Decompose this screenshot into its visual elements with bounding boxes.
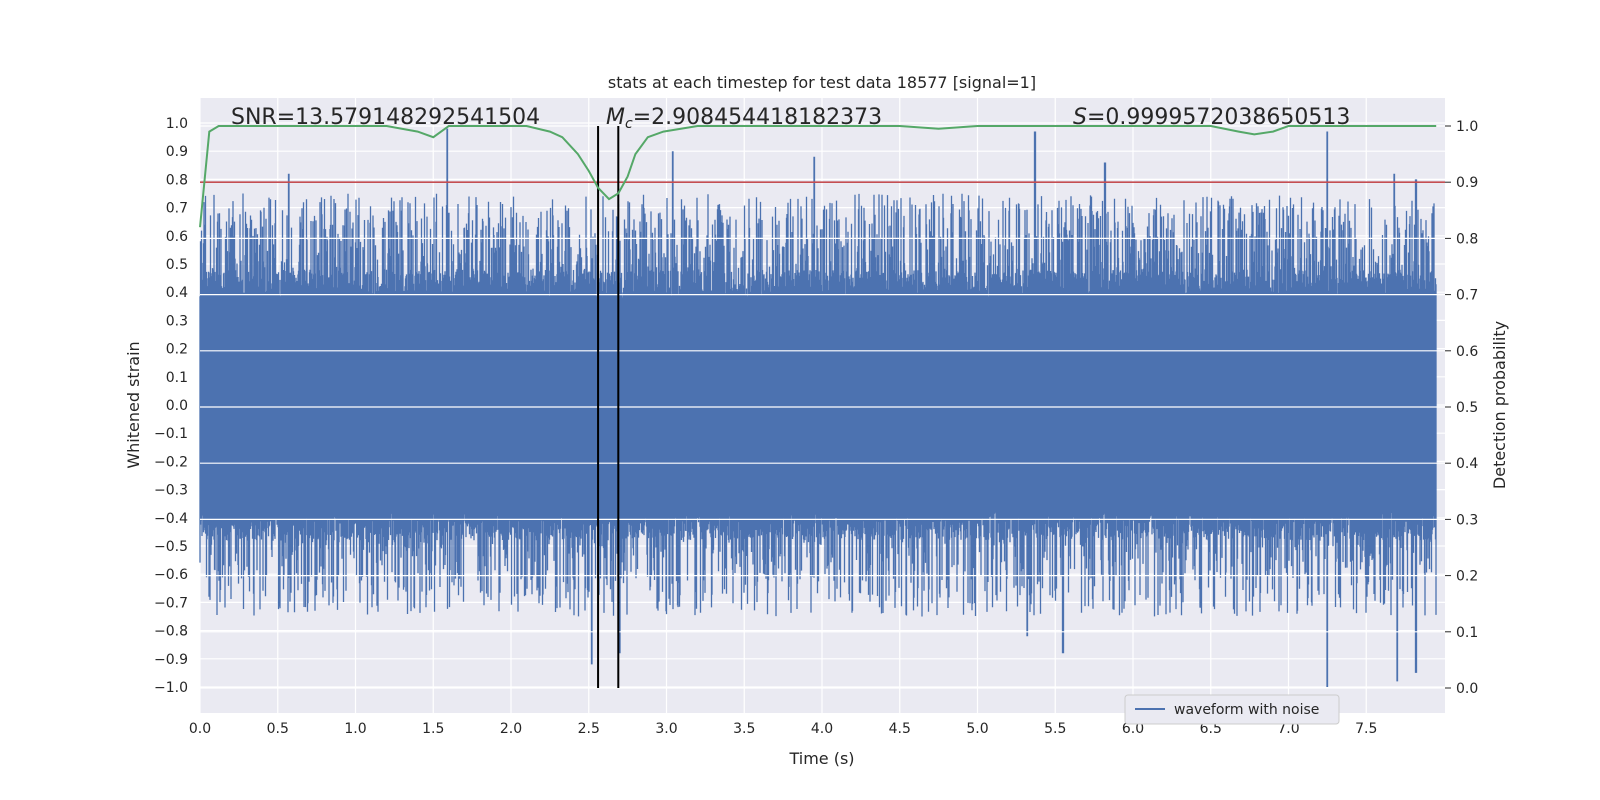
y2-axis-label: Detection probability [1490, 321, 1509, 489]
s-symbol: S [1073, 105, 1087, 130]
y-tick-label: 0.6 [166, 229, 188, 245]
y-tick-label: 0.1 [166, 370, 188, 386]
y2-tick-label: 0.5 [1456, 400, 1478, 416]
x-tick-label: 6.5 [1200, 721, 1222, 737]
y-tick-label: 0.8 [166, 172, 188, 188]
y-tick-label: 0.9 [166, 144, 188, 160]
y-axis-label: Whitened strain [124, 341, 143, 468]
legend-label: waveform with noise [1174, 702, 1319, 718]
y-tick-label: −0.3 [154, 483, 188, 499]
x-tick-label: 6.0 [1122, 721, 1144, 737]
y-tick-label: −0.2 [154, 454, 188, 470]
y-tick-label: 0.7 [166, 201, 188, 217]
y-tick-label: −0.4 [154, 511, 188, 527]
x-tick-label: 4.0 [811, 721, 833, 737]
y2-tick-label: 0.4 [1456, 456, 1478, 472]
chart-title: stats at each timestep for test data 185… [608, 73, 1036, 92]
x-tick-label: 4.5 [889, 721, 911, 737]
y2-axis-ticks: 1.0 0.9 0.8 0.7 0.6 0.5 0.4 0.3 0.2 0.1 0.0 [1445, 119, 1478, 697]
y-tick-label: −0.5 [154, 539, 188, 555]
chirp-mass-subscript: c [625, 116, 633, 132]
probability-line [199, 125, 1437, 228]
x-axis-label: Time (s) [788, 749, 854, 768]
x-tick-label: 0.0 [189, 721, 211, 737]
x-tick-label: 2.0 [500, 721, 522, 737]
x-tick-label: 2.5 [578, 721, 600, 737]
y-tick-label: 0.3 [166, 313, 188, 329]
y2-tick-label: 0.3 [1456, 512, 1478, 528]
y2-tick-label: 0.7 [1456, 288, 1478, 304]
chirp-mass-annotation: Mc=2.908454418182373 [606, 105, 882, 132]
x-tick-label: 5.5 [1044, 721, 1066, 737]
x-tick-label: 0.5 [267, 721, 289, 737]
y-tick-label: 0.5 [166, 257, 188, 273]
detection-probability-series [199, 125, 1437, 228]
vertical-markers [597, 126, 620, 688]
waveform-series [199, 128, 1437, 687]
y-tick-label: −0.6 [154, 567, 188, 583]
chirp-mass-value: =2.908454418182373 [633, 105, 882, 130]
y2-tick-label: 0.9 [1456, 175, 1478, 191]
x-axis-ticks: 0.0 0.5 1.0 1.5 2.0 2.5 3.0 3.5 4.0 4.5 5.0 5.5 6.0 6… [189, 721, 1378, 737]
y2-tick-label: 0.6 [1456, 344, 1478, 360]
y-tick-label: −1.0 [154, 680, 188, 696]
snr-annotation: SNR=13.579148292541504 [231, 105, 540, 130]
s-value: =0.9999572038650513 [1087, 105, 1350, 130]
y2-tick-label: 0.1 [1456, 625, 1478, 641]
y-tick-label: 0.0 [166, 398, 188, 414]
s-annotation: S=0.9999572038650513 [1073, 105, 1350, 130]
y-tick-label: −0.9 [154, 652, 188, 668]
y-tick-label: 0.4 [166, 285, 188, 301]
x-tick-label: 1.5 [422, 721, 444, 737]
y2-tick-label: 0.2 [1456, 569, 1478, 585]
legend-box [1124, 694, 1340, 725]
y-tick-label: 1.0 [166, 116, 188, 132]
waveform-line [199, 128, 1437, 687]
x-tick-label: 1.0 [344, 721, 366, 737]
legend: waveform with noise [1124, 694, 1340, 725]
y2-tick-label: 1.0 [1456, 119, 1478, 135]
x-tick-label: 3.0 [655, 721, 677, 737]
x-tick-label: 7.5 [1355, 721, 1377, 737]
chirp-mass-symbol: M [606, 105, 625, 130]
y-tick-label: −0.1 [154, 426, 188, 442]
x-tick-label: 7.0 [1277, 721, 1299, 737]
x-tick-label: 3.5 [733, 721, 755, 737]
y2-tick-label: 0.0 [1456, 681, 1478, 697]
y-tick-label: −0.7 [154, 595, 188, 611]
y-tick-label: −0.8 [154, 624, 188, 640]
y-tick-label: 0.2 [166, 342, 188, 358]
y-axis-ticks: 1.0 0.9 0.8 0.7 0.6 0.5 0.4 0.3 0.2 0.1 0.0 −0.1 −0.… [154, 116, 188, 696]
x-tick-label: 5.0 [966, 721, 988, 737]
y2-tick-label: 0.8 [1456, 231, 1478, 247]
